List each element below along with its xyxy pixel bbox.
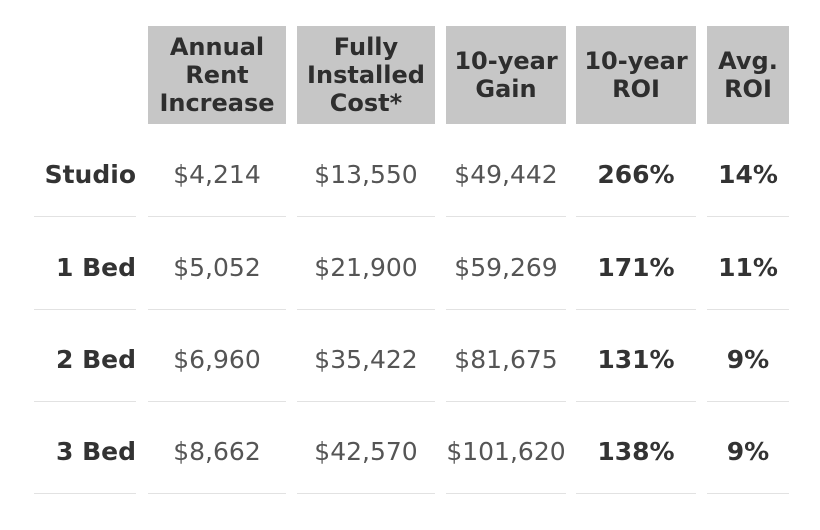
table-cell: $13,550 (314, 160, 418, 189)
row-label: 2 Bed (55, 345, 136, 374)
row-divider (446, 493, 566, 494)
row-divider (707, 216, 789, 217)
table-cell: $6,960 (173, 345, 261, 374)
row-label: Studio (44, 160, 136, 189)
table-cell: $5,052 (173, 253, 261, 282)
row-divider (297, 216, 435, 217)
column-header-line: Cost* (329, 89, 403, 117)
column-header-line: Fully (333, 33, 399, 61)
column-header-text: Fully Installed Cost* (307, 33, 425, 117)
column-header-text: 10-year Gain (454, 47, 557, 103)
row-divider (34, 401, 136, 402)
table-cell: 266% (597, 160, 675, 189)
table-cell: $35,422 (314, 345, 418, 374)
table-cell: $42,570 (314, 437, 418, 466)
column-header-0: Annual Rent Increase (148, 26, 286, 124)
column-header-line: Rent (185, 61, 249, 89)
column-header-line: 10-year (584, 47, 688, 75)
table-cell: 11% (718, 253, 778, 282)
column-header-4: Avg. ROI (707, 26, 789, 124)
row-divider (446, 401, 566, 402)
row-divider (148, 309, 286, 310)
row-divider (707, 493, 789, 494)
row-divider (576, 309, 696, 310)
table-cell: $21,900 (314, 253, 418, 282)
row-divider (148, 216, 286, 217)
row-divider (297, 401, 435, 402)
column-header-text: Annual Rent Increase (159, 33, 274, 117)
column-header-line: Annual (169, 33, 265, 61)
column-header-2: 10-year Gain (446, 26, 566, 124)
table-cell: $4,214 (173, 160, 261, 189)
table-cell: 9% (726, 437, 770, 466)
row-divider (148, 401, 286, 402)
table-cell: 9% (726, 345, 770, 374)
row-divider (34, 309, 136, 310)
row-divider (297, 309, 435, 310)
table-cell: 138% (597, 437, 675, 466)
row-divider (576, 216, 696, 217)
row-divider (34, 493, 136, 494)
column-header-line: Gain (475, 75, 537, 103)
table-cell: $59,269 (454, 253, 558, 282)
row-divider (297, 493, 435, 494)
table-cell: 14% (718, 160, 778, 189)
row-divider (707, 309, 789, 310)
row-divider (576, 493, 696, 494)
column-header-text: Avg. ROI (718, 47, 778, 103)
row-divider (148, 493, 286, 494)
column-header-line: ROI (724, 75, 772, 103)
column-header-line: Installed (307, 61, 425, 89)
table-cell: $49,442 (454, 160, 558, 189)
column-header-3: 10-year ROI (576, 26, 696, 124)
column-header-line: 10-year (454, 47, 558, 75)
row-divider (34, 216, 136, 217)
row-divider (576, 401, 696, 402)
column-header-1: Fully Installed Cost* (297, 26, 435, 124)
row-divider (707, 401, 789, 402)
table-cell: 131% (597, 345, 675, 374)
row-divider (446, 216, 566, 217)
column-header-line: ROI (612, 75, 660, 103)
table-cell: $101,620 (446, 437, 566, 466)
column-header-line: Avg. (718, 47, 778, 75)
row-divider (446, 309, 566, 310)
row-label: 1 Bed (55, 253, 136, 282)
row-label: 3 Bed (55, 437, 136, 466)
column-header-text: 10-year ROI (584, 47, 687, 103)
table-cell: 171% (597, 253, 675, 282)
table-cell: $8,662 (173, 437, 261, 466)
table-cell: $81,675 (454, 345, 558, 374)
column-header-line: Increase (159, 89, 275, 117)
